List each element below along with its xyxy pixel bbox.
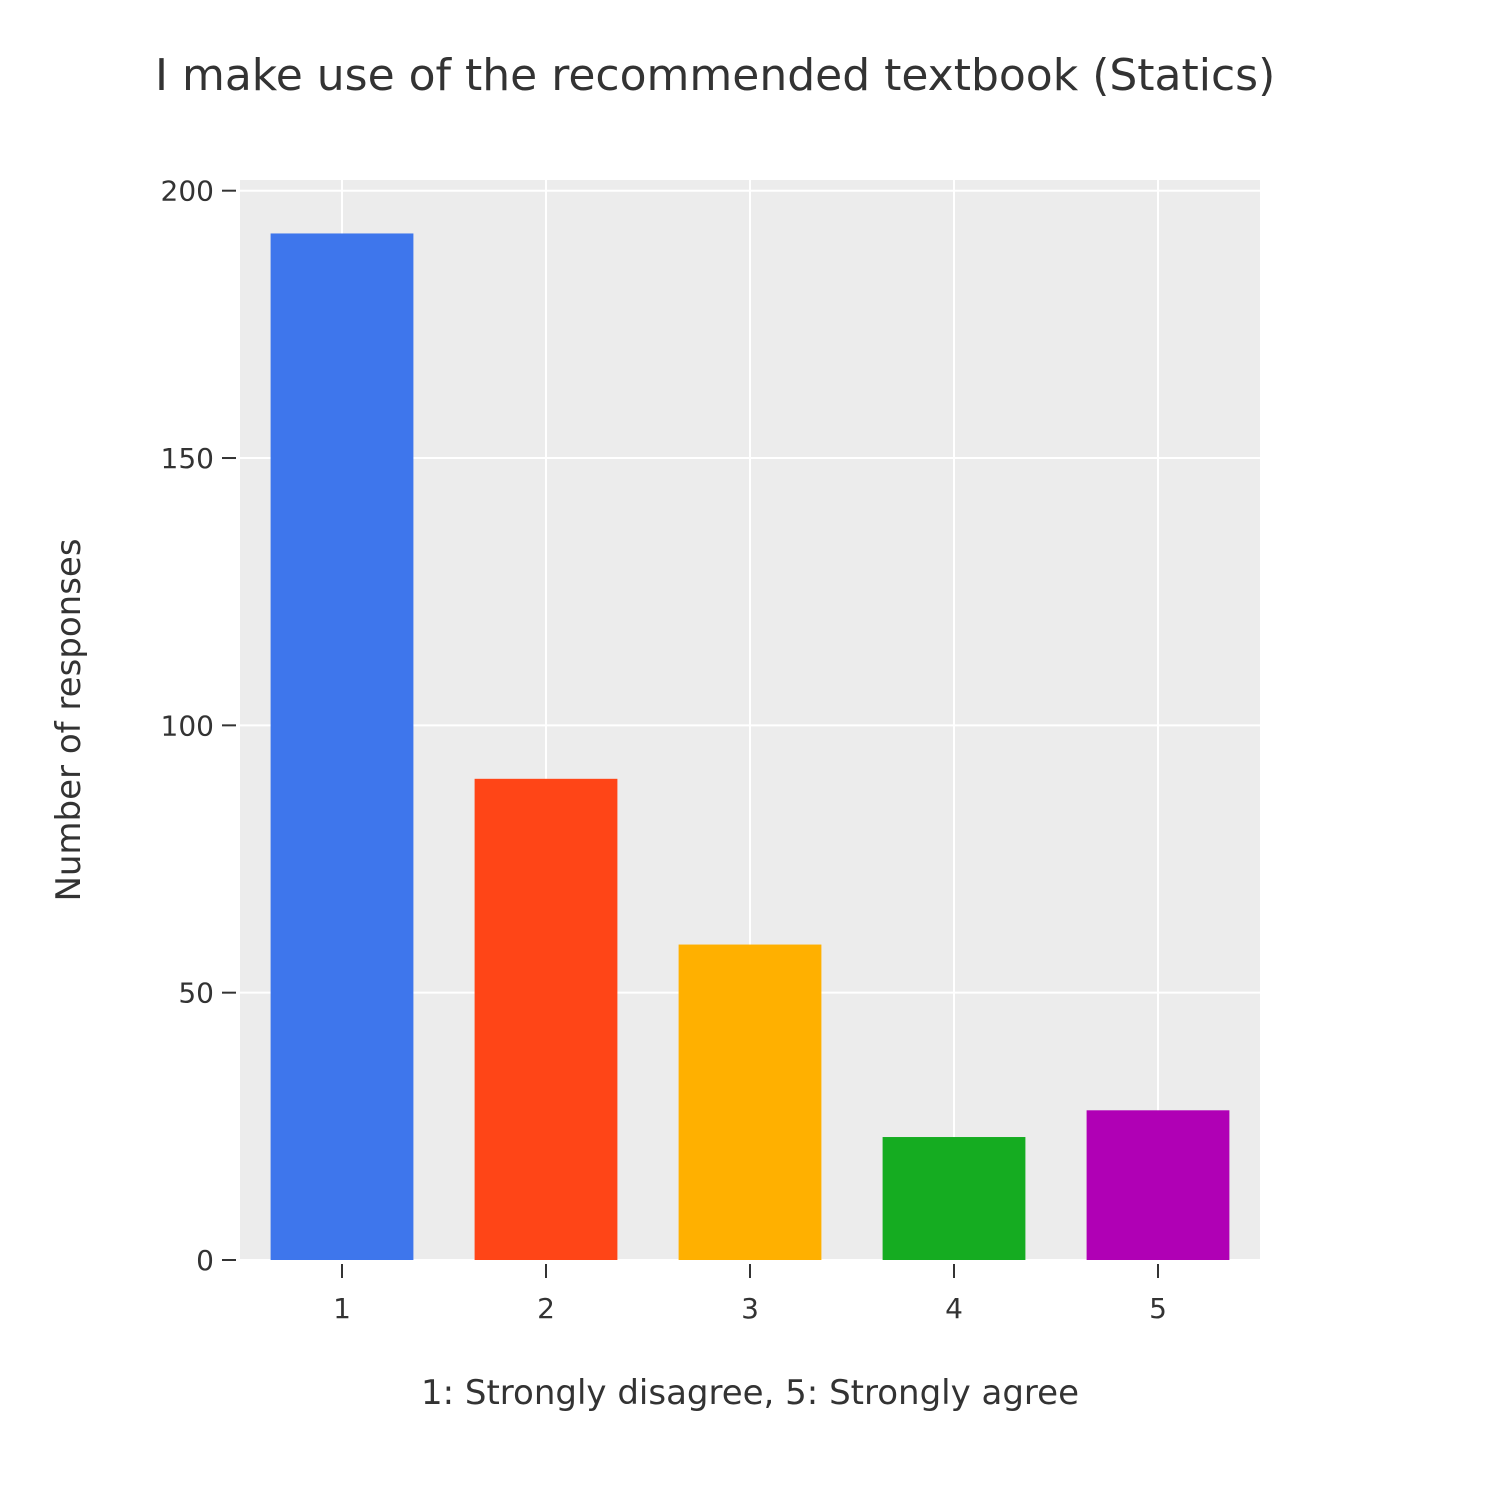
bar-1	[270, 233, 414, 1261]
bar-4	[882, 1137, 1026, 1260]
x-axis-title: 1: Strongly disagree, 5: Strongly agree	[421, 1373, 1079, 1413]
x-tick-label-2: 2	[537, 1292, 555, 1325]
y-axis-ticks: 0 50 100 150 200	[161, 175, 236, 1277]
bars	[270, 233, 1230, 1261]
x-tick-label-4: 4	[945, 1292, 963, 1325]
y-tick-label-150: 150	[161, 442, 214, 475]
bar-2	[474, 778, 618, 1260]
x-tick-label-3: 3	[741, 1292, 759, 1325]
bar-5	[1086, 1110, 1230, 1260]
x-tick-label-1: 1	[333, 1292, 351, 1325]
y-tick-label-50: 50	[178, 977, 214, 1010]
y-tick-label-200: 200	[161, 175, 214, 208]
y-tick-label-0: 0	[196, 1244, 214, 1277]
bar-3	[678, 944, 822, 1260]
y-tick-label-100: 100	[161, 709, 214, 742]
chart-title: I make use of the recommended textbook (…	[155, 50, 1275, 101]
x-axis-ticks: 1 2 3 4 5	[333, 1264, 1167, 1325]
y-axis-title: Number of responses	[49, 538, 89, 901]
x-tick-label-5: 5	[1149, 1292, 1167, 1325]
